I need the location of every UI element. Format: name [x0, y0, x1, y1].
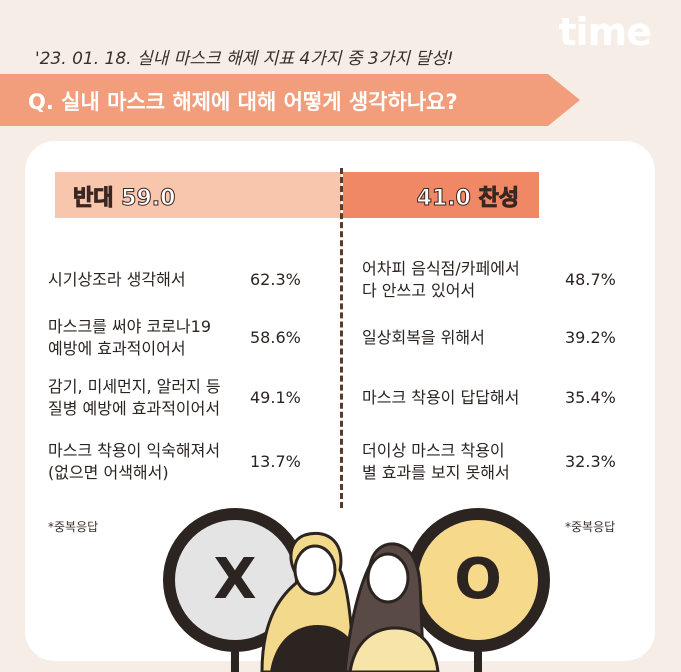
question: Q. 실내 마스크 해제에 대해 어떻게 생각하나요?	[28, 90, 458, 114]
reason-text: 감기, 미세먼지, 알러지 등 질병 예방에 효과적이어서	[48, 377, 221, 418]
reason-text: 마스크 착용이 익숙해져서 (없으면 어색해서)	[48, 441, 221, 482]
question-banner	[0, 74, 580, 126]
x-symbol: X	[213, 547, 256, 612]
reason-text: 더이상 마스크 착용이 별 효과를 보지 못해서	[362, 441, 510, 482]
against-label: 반대 59.0	[72, 186, 176, 212]
reason-text: 시기상조라 생각해서	[48, 270, 186, 289]
reason-text: 일상회복을 위해서	[362, 328, 485, 347]
for-header: 41.0 찬성	[343, 172, 539, 218]
dateline: '23. 01. 18. 실내 마스크 해제 지표 4가지 중 3가지 달성!	[35, 49, 454, 69]
reason-pct: 32.3%	[565, 452, 616, 471]
reason-text: 마스크 착용이 답답해서	[362, 388, 520, 407]
note: *중복응답	[565, 520, 616, 534]
reason-pct: 58.6%	[250, 328, 301, 347]
reason-pct: 62.3%	[250, 270, 301, 289]
brand-logo: time	[558, 10, 652, 54]
divider	[340, 168, 343, 508]
reason-text: 어차피 음식점/카페에서 다 안쓰고 있어서	[362, 259, 520, 300]
reason-pct: 48.7%	[565, 270, 616, 289]
for-label: 41.0 찬성	[416, 186, 519, 212]
reason-text: 마스크를 써야 코로나19 예방에 효과적이어서	[48, 317, 212, 358]
o-symbol: O	[454, 547, 502, 612]
illustration: X O	[163, 508, 550, 672]
reason-pct: 39.2%	[565, 328, 616, 347]
reason-pct: 13.7%	[250, 452, 301, 471]
note: *중복응답	[48, 520, 99, 534]
against-header: 반대 59.0	[55, 172, 341, 218]
reason-pct: 49.1%	[250, 388, 301, 407]
reason-pct: 35.4%	[565, 388, 616, 407]
